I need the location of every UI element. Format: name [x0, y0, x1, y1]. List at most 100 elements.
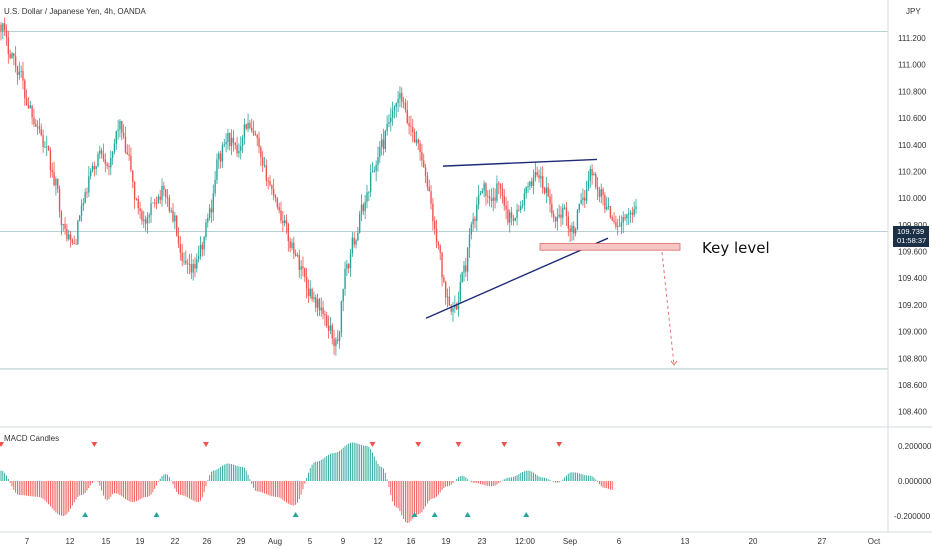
- candle[interactable]: [326, 311, 328, 328]
- candle[interactable]: [558, 204, 560, 219]
- candle[interactable]: [424, 163, 427, 184]
- candle[interactable]: [448, 286, 451, 306]
- candle[interactable]: [260, 145, 262, 167]
- candle[interactable]: [461, 271, 463, 283]
- candle[interactable]: [115, 130, 117, 151]
- candle[interactable]: [0, 22, 2, 41]
- candle[interactable]: [468, 228, 471, 258]
- candle[interactable]: [556, 208, 559, 231]
- candle[interactable]: [369, 164, 372, 197]
- candle[interactable]: [487, 190, 489, 204]
- candle[interactable]: [243, 118, 246, 145]
- candle[interactable]: [348, 262, 350, 274]
- candle[interactable]: [229, 132, 231, 151]
- candle[interactable]: [366, 184, 368, 209]
- candle[interactable]: [587, 171, 590, 192]
- candle[interactable]: [132, 170, 134, 189]
- candle[interactable]: [29, 100, 31, 109]
- candle[interactable]: [247, 113, 249, 133]
- candle[interactable]: [452, 301, 454, 322]
- candle[interactable]: [430, 185, 432, 210]
- candle[interactable]: [584, 189, 586, 208]
- candle[interactable]: [168, 194, 171, 214]
- candle[interactable]: [71, 238, 74, 246]
- candle[interactable]: [188, 253, 191, 275]
- candle[interactable]: [450, 303, 452, 316]
- candle[interactable]: [573, 221, 575, 241]
- candle[interactable]: [69, 231, 72, 248]
- candle[interactable]: [11, 51, 13, 60]
- candle[interactable]: [529, 180, 531, 191]
- candle[interactable]: [251, 118, 253, 133]
- projection-arrow[interactable]: [661, 252, 675, 366]
- candle[interactable]: [503, 188, 505, 211]
- candle[interactable]: [252, 120, 255, 137]
- candle[interactable]: [501, 183, 504, 204]
- candle[interactable]: [305, 268, 308, 299]
- candle[interactable]: [234, 142, 236, 150]
- candle[interactable]: [207, 213, 209, 228]
- candle[interactable]: [119, 119, 121, 138]
- candle[interactable]: [428, 179, 430, 192]
- candle[interactable]: [93, 161, 96, 177]
- candle[interactable]: [371, 161, 374, 173]
- buy-marker-triangle[interactable]: [431, 512, 438, 517]
- candle[interactable]: [106, 161, 108, 170]
- candle[interactable]: [432, 197, 434, 231]
- candle[interactable]: [276, 197, 279, 210]
- candle[interactable]: [604, 192, 606, 214]
- macd-histogram[interactable]: [0, 442, 613, 523]
- candle[interactable]: [80, 199, 83, 222]
- candle[interactable]: [285, 214, 288, 234]
- candle[interactable]: [472, 212, 474, 232]
- candle[interactable]: [14, 46, 17, 73]
- candle[interactable]: [505, 196, 507, 220]
- sell-marker-triangle[interactable]: [202, 442, 209, 447]
- sell-marker-triangle[interactable]: [455, 442, 462, 447]
- candle[interactable]: [512, 214, 515, 226]
- candle[interactable]: [426, 171, 429, 191]
- candle[interactable]: [46, 135, 48, 157]
- candle[interactable]: [618, 215, 621, 227]
- candle[interactable]: [27, 97, 30, 109]
- candle[interactable]: [272, 178, 275, 201]
- candle[interactable]: [91, 162, 94, 173]
- drawing-tools[interactable]: [425, 158, 681, 366]
- candle[interactable]: [283, 215, 286, 227]
- candle[interactable]: [108, 162, 110, 176]
- candle[interactable]: [302, 256, 304, 277]
- candle[interactable]: [238, 143, 240, 158]
- candle[interactable]: [100, 147, 103, 159]
- candle[interactable]: [527, 182, 529, 193]
- candle[interactable]: [335, 337, 337, 356]
- candle[interactable]: [624, 213, 626, 221]
- candle[interactable]: [410, 115, 412, 136]
- candle[interactable]: [598, 186, 601, 203]
- candle[interactable]: [159, 189, 161, 204]
- sell-marker-triangle[interactable]: [556, 442, 563, 447]
- candle[interactable]: [2, 22, 4, 40]
- candle[interactable]: [465, 258, 467, 277]
- candle[interactable]: [194, 257, 196, 278]
- candle[interactable]: [263, 156, 266, 168]
- candle[interactable]: [33, 108, 35, 127]
- candle[interactable]: [144, 215, 147, 232]
- candle[interactable]: [97, 151, 99, 168]
- candle[interactable]: [507, 200, 509, 226]
- candle[interactable]: [13, 53, 15, 66]
- candle[interactable]: [177, 227, 180, 248]
- candle[interactable]: [62, 223, 64, 232]
- candle[interactable]: [576, 209, 579, 231]
- candle[interactable]: [552, 210, 555, 223]
- candle[interactable]: [88, 166, 90, 197]
- candle[interactable]: [463, 260, 465, 282]
- candle[interactable]: [574, 227, 577, 237]
- buy-marker-triangle[interactable]: [411, 512, 418, 517]
- candle[interactable]: [294, 249, 297, 257]
- sell-marker-triangle[interactable]: [0, 442, 4, 447]
- candle[interactable]: [531, 177, 533, 188]
- candle[interactable]: [340, 300, 343, 337]
- candle[interactable]: [386, 115, 388, 136]
- candle[interactable]: [137, 195, 139, 215]
- candle[interactable]: [609, 205, 612, 219]
